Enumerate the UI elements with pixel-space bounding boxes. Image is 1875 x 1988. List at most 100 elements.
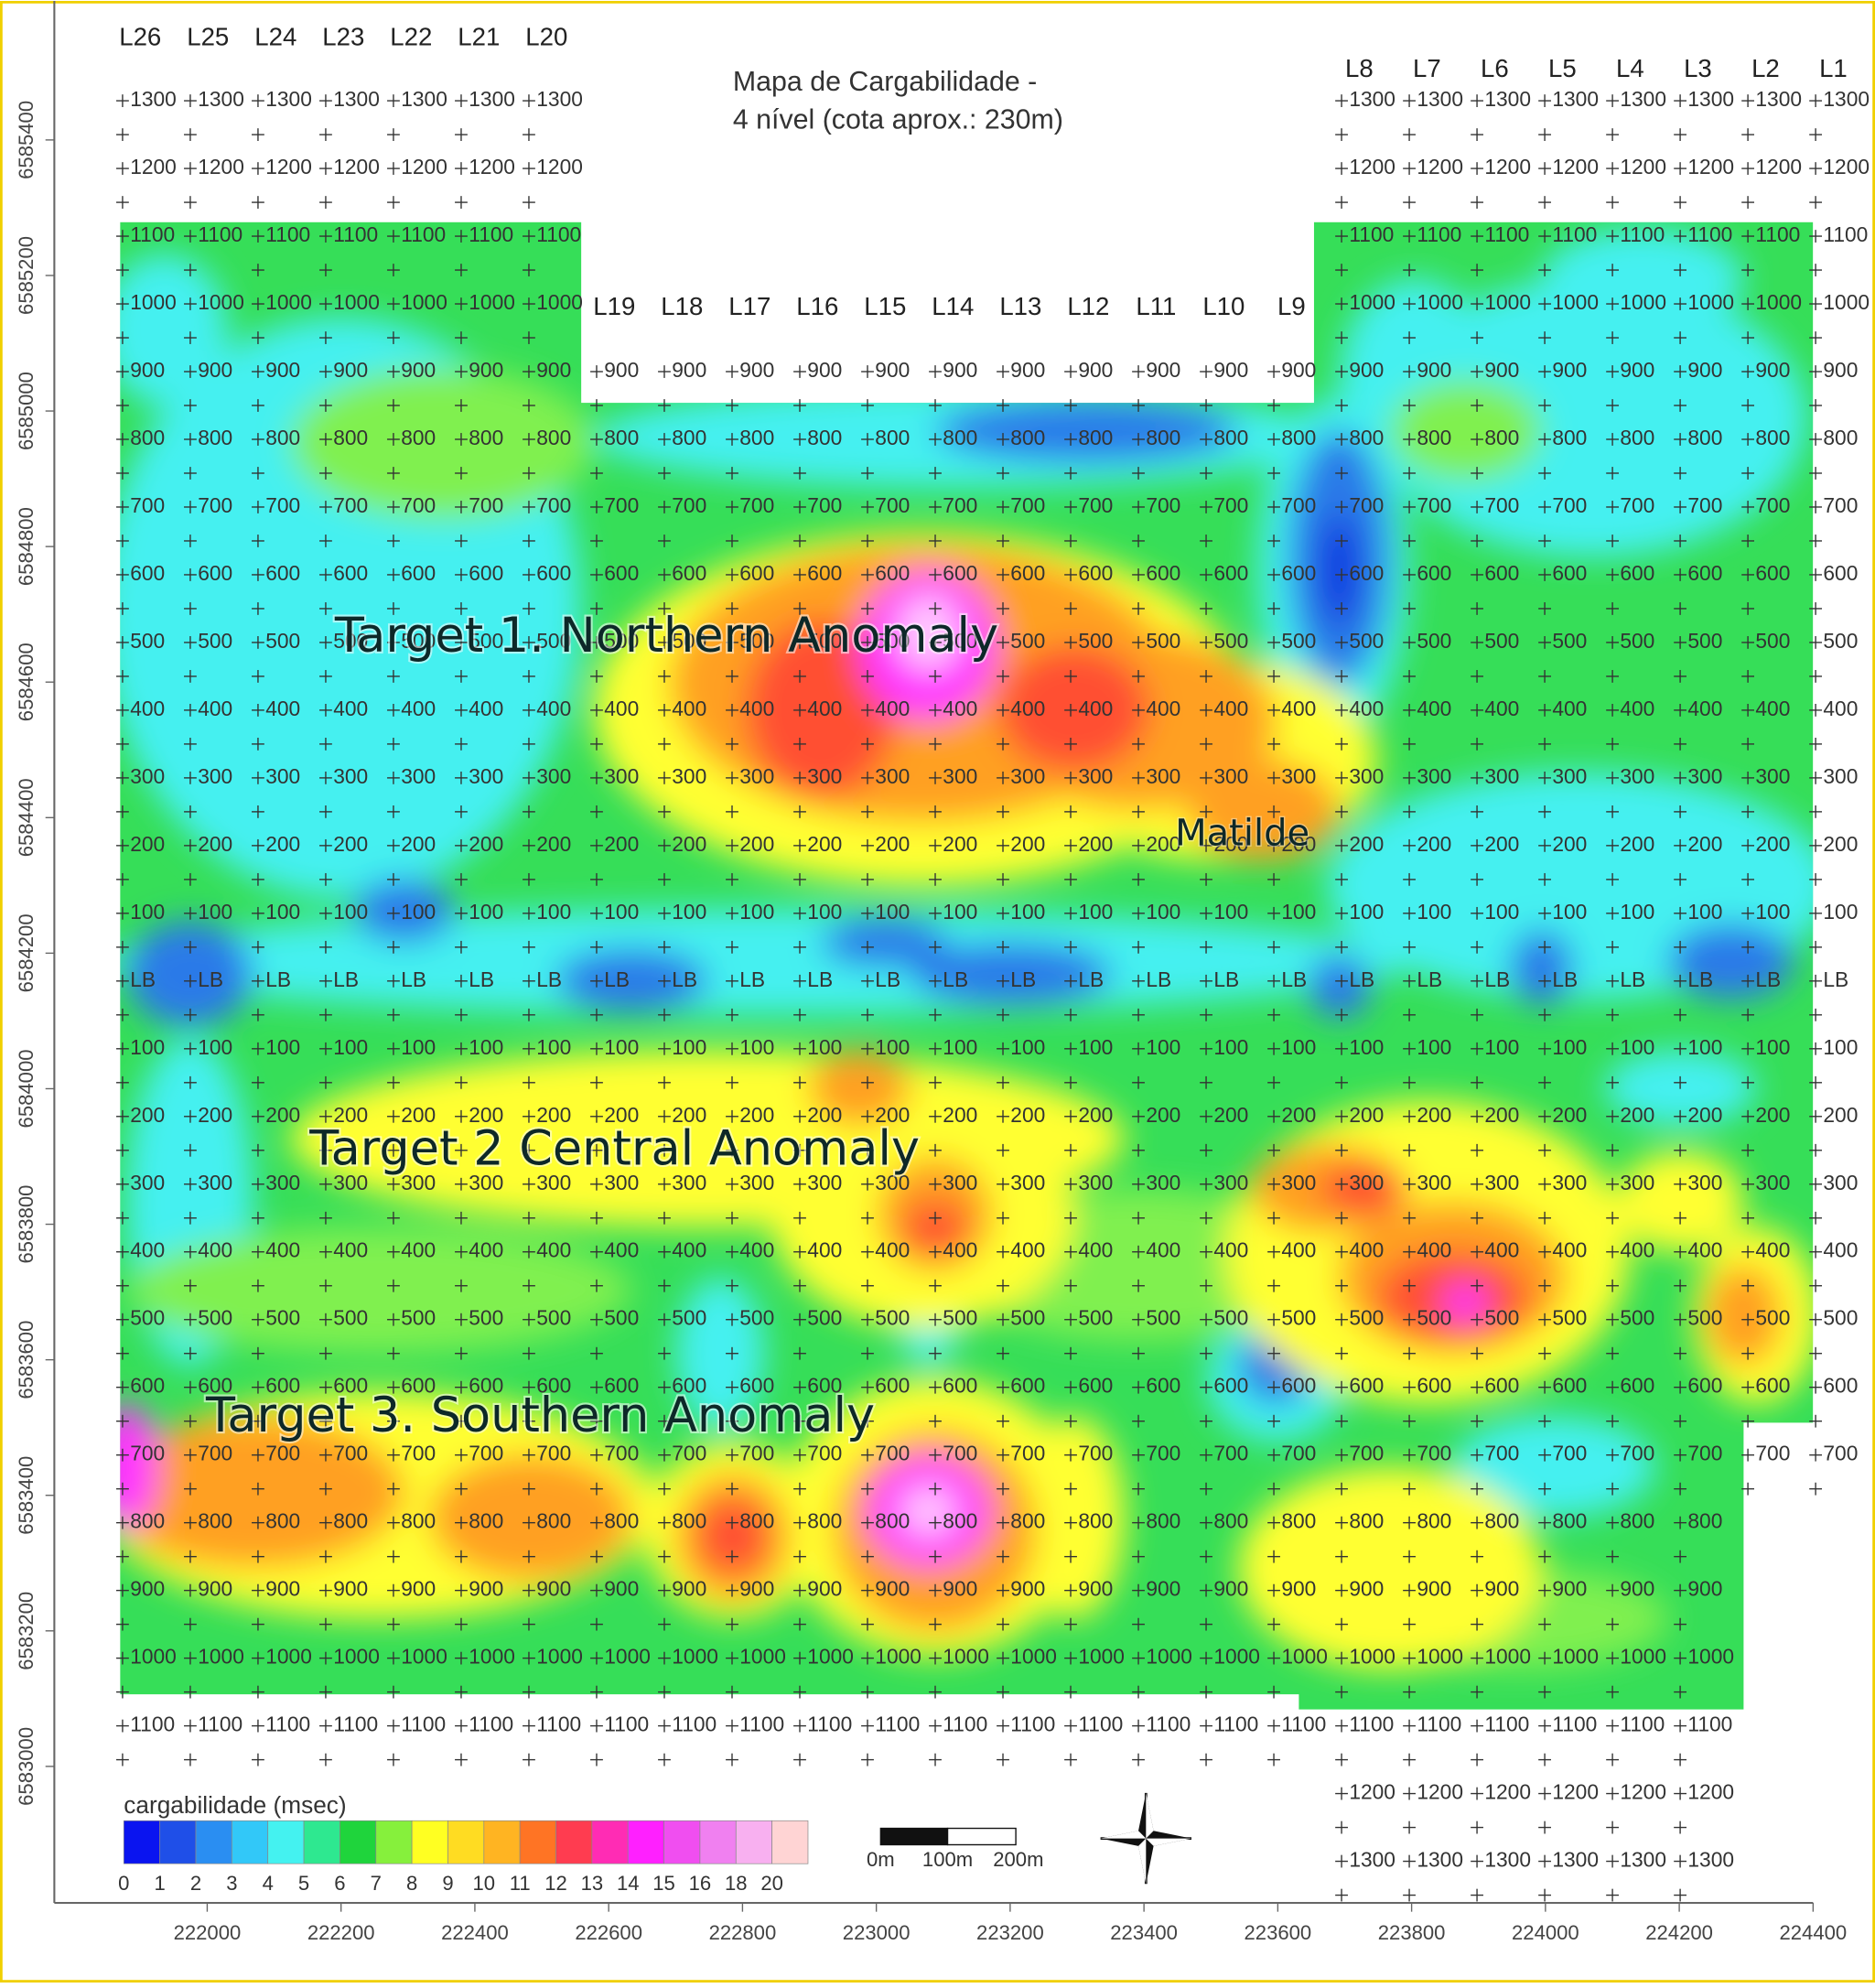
- y-tick-label: 6584200: [15, 913, 38, 992]
- station-label: 600: [333, 1374, 368, 1398]
- station-label: 1300: [1552, 1848, 1599, 1872]
- station-label: 1300: [401, 87, 447, 111]
- station-label: 100: [265, 1035, 300, 1059]
- line-label: L24: [254, 23, 296, 51]
- station-label: 100: [1687, 1035, 1722, 1059]
- station-label: 600: [1823, 561, 1858, 585]
- station-label: 800: [1146, 1509, 1180, 1533]
- station-label: 1000: [807, 1645, 854, 1669]
- legend-swatch: [411, 1820, 448, 1864]
- station-label: 700: [198, 1442, 232, 1465]
- station-label: 500: [1213, 629, 1248, 653]
- station-label: 600: [875, 561, 910, 585]
- station-label: 800: [198, 1509, 232, 1533]
- station-label: 700: [672, 1442, 706, 1465]
- station-label: 1300: [1417, 1848, 1463, 1872]
- contour-patch: [353, 879, 456, 943]
- station-label: 200: [1213, 1103, 1248, 1127]
- legend-tick-label: 7: [371, 1872, 382, 1895]
- station-label: 700: [1349, 493, 1384, 517]
- line-label: L9: [1277, 292, 1306, 320]
- contour-patch: [120, 254, 228, 405]
- station-label: 700: [1484, 1442, 1519, 1465]
- station-label: 300: [672, 1171, 706, 1194]
- station-label: 700: [943, 1442, 977, 1465]
- station-label: 1000: [401, 290, 447, 314]
- station-label: 1100: [265, 222, 310, 246]
- station-label: 900: [265, 1577, 300, 1601]
- station-label: 800: [1620, 1509, 1654, 1533]
- station-label: 200: [1349, 832, 1384, 856]
- station-label: 200: [1417, 832, 1451, 856]
- legend-swatch: [663, 1820, 701, 1864]
- station-label: 400: [604, 1238, 639, 1262]
- station-label: 200: [943, 1103, 977, 1127]
- station-label: 800: [1213, 1509, 1248, 1533]
- y-tick-label: 6584000: [15, 1049, 38, 1128]
- station-label: 400: [807, 1238, 842, 1262]
- station-label: 600: [739, 1374, 774, 1398]
- station-label: 1200: [1552, 1780, 1599, 1804]
- station-label: 1000: [198, 290, 244, 314]
- station-label: 300: [807, 764, 842, 788]
- station-label: 900: [943, 1577, 977, 1601]
- station-label: LB: [401, 967, 426, 991]
- station-label: 500: [604, 1306, 639, 1330]
- legend-tick-label: 3: [226, 1872, 237, 1895]
- station-label: 400: [1687, 697, 1722, 720]
- legend-tick-label: 12: [544, 1872, 567, 1895]
- y-tick-label: 6585200: [15, 236, 38, 315]
- station-label: 900: [536, 358, 571, 382]
- station-label: 500: [1620, 1306, 1654, 1330]
- station-label: 1000: [333, 1645, 380, 1669]
- station-label: 200: [130, 1103, 165, 1127]
- station-label: 700: [807, 1442, 842, 1465]
- station-label: 1200: [1620, 155, 1666, 178]
- station-label: 500: [1281, 1306, 1316, 1330]
- station-label: 600: [807, 561, 842, 585]
- x-tick-label: 222200: [307, 1921, 375, 1944]
- station-label: 1200: [265, 155, 312, 178]
- station-label: 900: [1417, 1577, 1451, 1601]
- station-label: 1200: [1687, 155, 1734, 178]
- contour-patch: [897, 594, 961, 671]
- legend-swatch: [159, 1820, 197, 1864]
- station-label: 300: [1484, 764, 1519, 788]
- station-label: 700: [1213, 1442, 1248, 1465]
- station-label: 1100: [1078, 1712, 1123, 1736]
- station-label: 600: [604, 1374, 639, 1398]
- station-label: 400: [1078, 697, 1113, 720]
- station-label: 1100: [1620, 222, 1665, 246]
- line-label: L22: [390, 23, 432, 51]
- line-label: L12: [1067, 292, 1109, 320]
- station-label: 300: [1620, 1171, 1654, 1194]
- station-label: 1300: [1484, 87, 1531, 111]
- station-label: 600: [1078, 1374, 1113, 1398]
- contour-patch: [555, 948, 708, 1012]
- scale-label: 0m: [867, 1848, 895, 1871]
- station-label: 300: [1349, 764, 1384, 788]
- station-label: 1300: [536, 87, 583, 111]
- station-label: 700: [265, 1442, 300, 1465]
- line-label: L7: [1413, 54, 1441, 82]
- station-label: 1100: [333, 1712, 378, 1736]
- station-label: 400: [739, 1238, 774, 1262]
- station-label: 400: [604, 697, 639, 720]
- station-label: 300: [333, 764, 368, 788]
- station-label: 100: [604, 900, 639, 924]
- station-label: 300: [469, 764, 503, 788]
- station-label: 800: [1552, 1509, 1587, 1533]
- station-label: 300: [604, 1171, 639, 1194]
- station-label: 600: [1349, 561, 1384, 585]
- legend-swatch: [591, 1820, 629, 1864]
- station-label: 500: [1417, 1306, 1451, 1330]
- station-label: 900: [1010, 358, 1045, 382]
- station-label: 1300: [1552, 87, 1599, 111]
- station-label: 200: [1010, 832, 1045, 856]
- station-label: 900: [1620, 358, 1654, 382]
- station-label: 200: [333, 832, 368, 856]
- station-label: 600: [1687, 1374, 1722, 1398]
- station-label: LB: [1687, 967, 1713, 991]
- station-label: 400: [536, 697, 571, 720]
- station-label: 900: [1146, 1577, 1180, 1601]
